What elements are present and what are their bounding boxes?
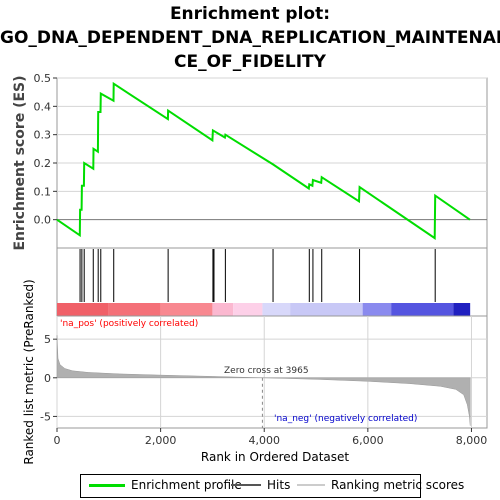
x-tick-label: 4,000 [248, 434, 280, 447]
colorbar-segment [57, 303, 109, 316]
metric-x-ticks: 0 2,000 4,000 6,000 8,000 [54, 428, 488, 447]
legend-swatch-metric [297, 484, 325, 486]
metric-y-tick-label: 5 [44, 333, 51, 346]
zero-cross-label: Zero cross at 3965 [224, 366, 309, 376]
enrichment-profile-line [56, 81, 471, 240]
es-y-tick-label: 0.3 [34, 129, 52, 142]
enrichment-plot-figure: 0.0 0.1 0.2 0.3 0.4 0.5 Enrichment score (ES)… [12, 72, 488, 465]
colorbar-segment [212, 303, 234, 316]
es-y-tick-label: 0.4 [34, 100, 52, 113]
es-y-ticks: 0.0 0.1 0.2 0.3 0.4 0.5 [34, 72, 57, 227]
metric-y-ticks: -5 0 5 [40, 333, 57, 423]
colorbar-segment [262, 303, 291, 316]
x-tick-label: 8,000 [456, 434, 488, 447]
chart-title: Enrichment plot: GO_DNA_DEPENDENT_DNA_RE… [0, 2, 500, 74]
legend-label-hits: Hits [267, 478, 291, 492]
legend-item-hits: Hits [231, 478, 290, 492]
legend-swatch-hits [231, 484, 261, 486]
es-y-tick-label: 0.2 [34, 157, 52, 170]
x-tick-label: 6,000 [352, 434, 384, 447]
legend-label-enrichment: Enrichment profile [131, 478, 242, 492]
metric-y-tick-label: 0 [44, 372, 51, 385]
legend-item-metric: Ranking metric scores [297, 478, 464, 492]
colorbar-segment [362, 303, 392, 316]
es-panel: 0.0 0.1 0.2 0.3 0.4 0.5 Enrichment score (ES) [12, 72, 488, 251]
legend-label-metric: Ranking metric scores [331, 478, 465, 492]
metric-y-tick-label: -5 [40, 410, 51, 423]
ranking-metric-area [56, 335, 471, 426]
es-y-axis-label: Enrichment score (ES) [12, 75, 28, 250]
hit-markers [79, 249, 436, 302]
hits-panel [56, 247, 488, 317]
es-y-tick-label: 0.1 [34, 185, 52, 198]
colorbar-segment [453, 303, 471, 316]
legend-swatch-enrichment [89, 483, 125, 487]
es-y-tick-label: 0.0 [34, 214, 52, 227]
colorbar-segment [108, 303, 161, 316]
x-axis-label: Rank in Ordered Dataset [201, 450, 349, 464]
negative-correlation-label: 'na_neg' (negatively correlated) [274, 414, 417, 424]
x-tick-label: 0 [54, 434, 61, 447]
positive-correlation-label: 'na_pos' (positively correlated) [60, 319, 198, 329]
colorbar-segment [233, 303, 263, 316]
metric-panel: -505 0 2,000 4,000 6,000 8,000 'na_pos' (pos… [22, 279, 488, 465]
ranking-colorbar [57, 303, 471, 316]
legend-item-enrichment: Enrichment profile [89, 478, 242, 492]
chart-title-line-2: GO_DNA_DEPENDENT_DNA_REPLICATION_MAINTEN… [0, 28, 500, 48]
colorbar-segment [391, 303, 454, 316]
es-gridlines [57, 77, 487, 221]
chart-title-line-1: Enrichment plot: [169, 4, 331, 24]
es-y-tick-label: 0.5 [34, 72, 52, 85]
x-tick-label: 2,000 [145, 434, 177, 447]
chart-title-line-3: CE_OF_FIDELITY [174, 52, 326, 72]
legend: Enrichment profile Hits Ranking metric s… [80, 474, 464, 498]
colorbar-segment [160, 303, 213, 316]
colorbar-segment [290, 303, 363, 316]
metric-y-axis-label: Ranked list metric (PreRanked) [22, 279, 36, 464]
